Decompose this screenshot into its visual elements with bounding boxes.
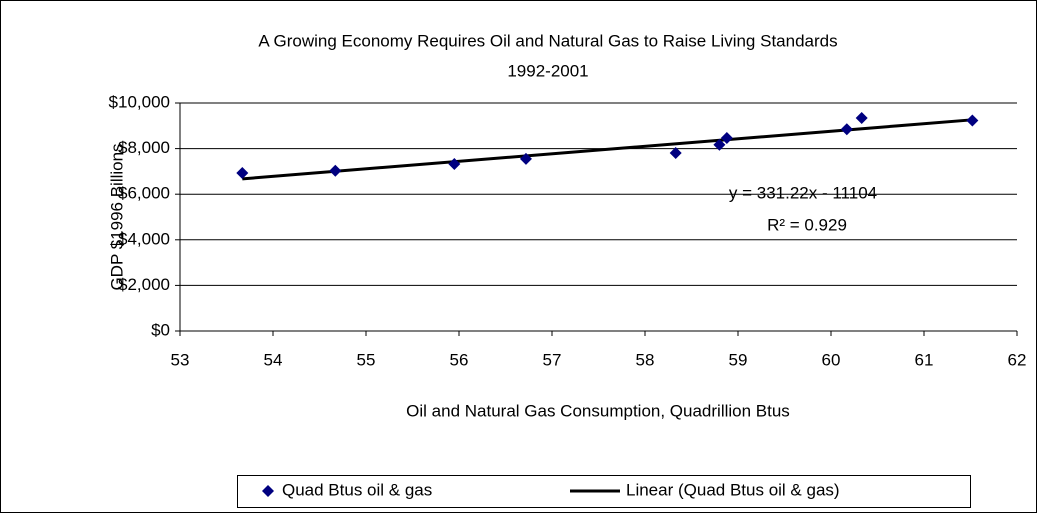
x-tick-label: 56 <box>450 350 469 369</box>
y-tick-label: $4,000 <box>118 229 170 248</box>
data-point <box>236 166 249 179</box>
y-tick-label: $2,000 <box>118 275 170 294</box>
legend-marker <box>262 485 274 497</box>
x-tick-label: 55 <box>357 350 376 369</box>
r-squared: R² = 0.929 <box>767 215 847 234</box>
x-tick-label: 53 <box>171 350 190 369</box>
data-point <box>329 164 342 177</box>
data-point <box>720 131 733 144</box>
chart-title: A Growing Economy Requires Oil and Natur… <box>258 31 837 50</box>
y-tick-label: $10,000 <box>109 92 170 111</box>
chart-subtitle: 1992-2001 <box>507 61 588 80</box>
x-axis-label: Oil and Natural Gas Consumption, Quadril… <box>406 401 790 420</box>
y-axis-label: GDP $1996 Billions <box>107 143 126 290</box>
x-tick-label: 61 <box>915 350 934 369</box>
x-tick-label: 58 <box>636 350 655 369</box>
x-tick-label: 59 <box>729 350 748 369</box>
data-point <box>448 157 461 170</box>
data-point <box>519 152 532 165</box>
data-point <box>840 123 853 136</box>
legend-label: Quad Btus oil & gas <box>282 480 432 499</box>
x-tick-label: 62 <box>1008 350 1027 369</box>
data-point <box>669 147 682 160</box>
y-tick-label: $6,000 <box>118 184 170 203</box>
legend-label: Linear (Quad Btus oil & gas) <box>626 480 840 499</box>
x-tick-label: 60 <box>822 350 841 369</box>
x-tick-label: 54 <box>264 350 283 369</box>
data-point <box>713 138 726 151</box>
data-point <box>855 112 868 125</box>
y-tick-label: $0 <box>151 320 170 339</box>
y-tick-label: $8,000 <box>118 138 170 157</box>
equation: y = 331.22x - 11104 <box>729 183 877 202</box>
x-tick-label: 57 <box>543 350 562 369</box>
data-point <box>966 114 979 127</box>
